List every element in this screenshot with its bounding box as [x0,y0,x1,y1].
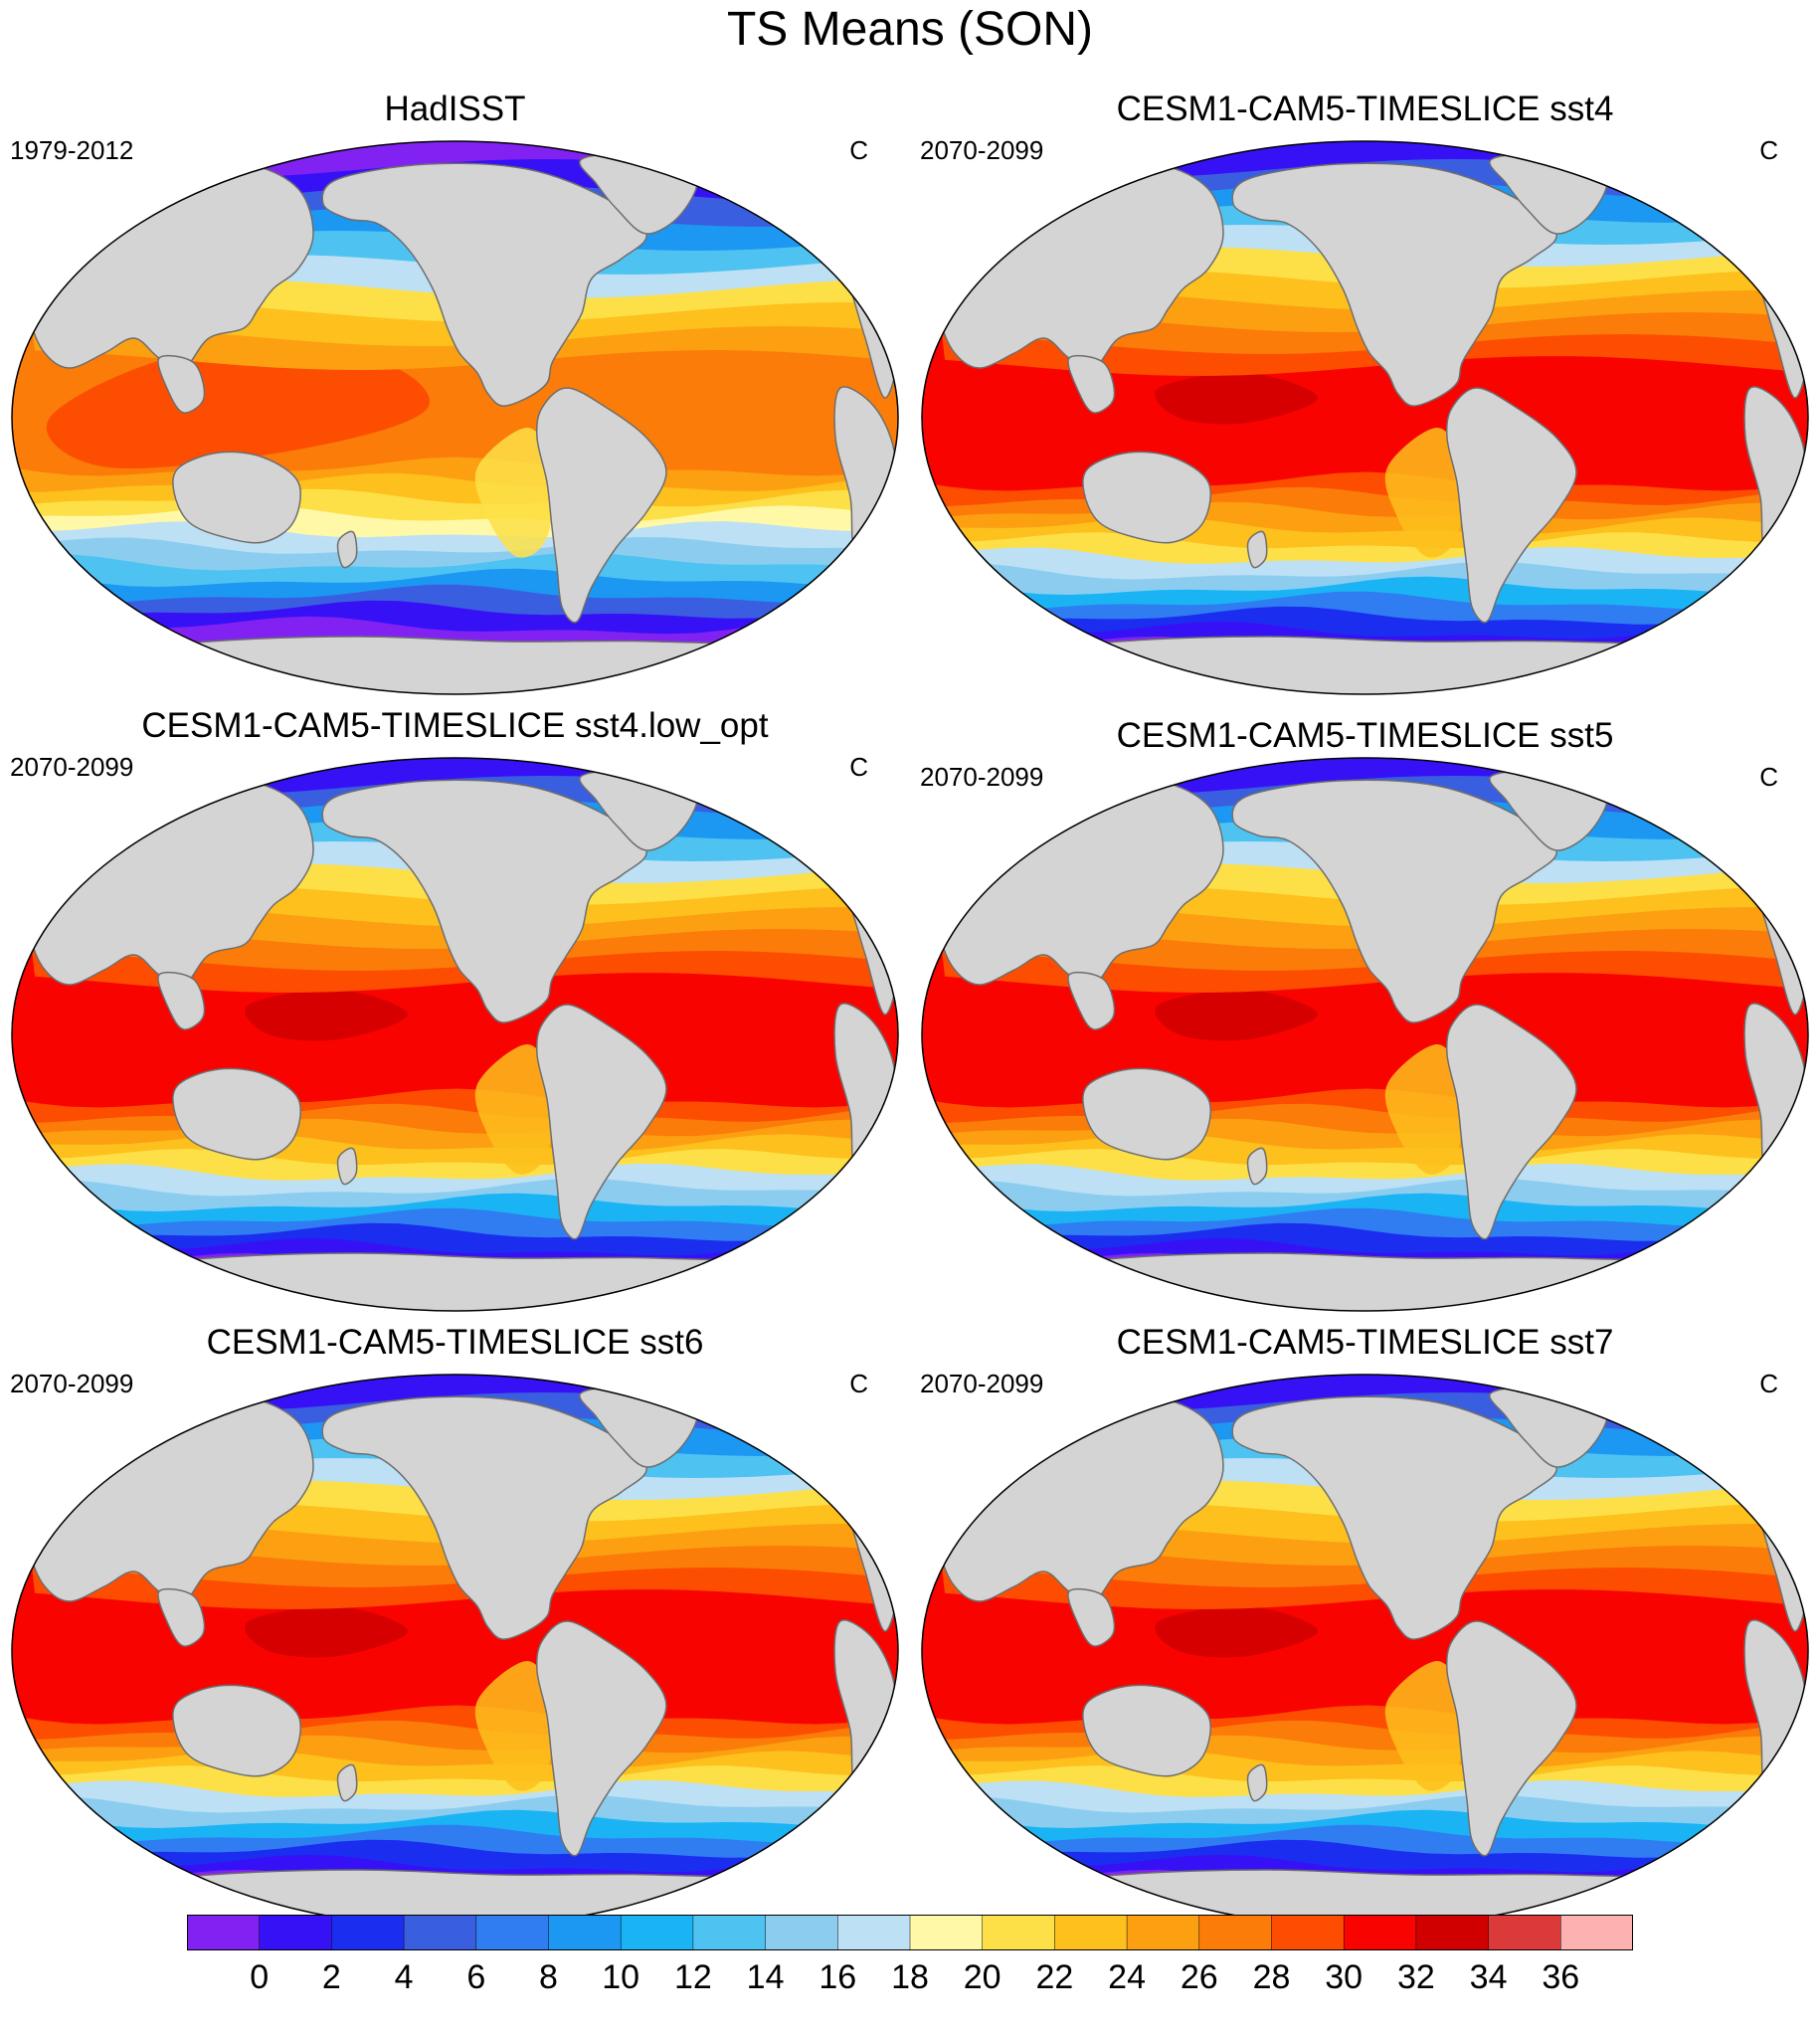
colorbar-box-3 [404,1915,476,1950]
colorbar-tick-label-24: 24 [1108,1958,1147,1996]
colorbar-box-9 [837,1915,910,1950]
colorbar-tick-label-14: 14 [746,1958,785,1996]
panel-period-label: 1979-2012 [10,135,134,165]
map-panel-1 [11,140,899,695]
panel-period-label: 2070-2099 [920,1369,1044,1398]
colorbar-box-16 [1344,1915,1416,1950]
colorbar-tick-label-20: 20 [963,1958,1001,1996]
colorbar-tick-label-2: 2 [321,1958,341,1996]
panel-period-label: 2070-2099 [10,752,134,782]
colorbar-tick-label-26: 26 [1180,1958,1218,1996]
panel-period-label: 2070-2099 [10,1369,134,1398]
colorbar-tick-label-28: 28 [1252,1958,1291,1996]
colorbar-tick-label-12: 12 [673,1958,712,1996]
panel-1: HadISST 1979-2012 C [0,90,910,706]
colorbar-box-18 [1488,1915,1561,1950]
panel-title: HadISST [384,90,526,128]
map-panel-5 [11,1374,899,1929]
colorbar-box-10 [910,1915,983,1950]
colorbar-tick-label-32: 32 [1396,1958,1435,1996]
colorbar-box-2 [331,1915,405,1950]
colorbar-tick-label-34: 34 [1469,1958,1508,1996]
colorbar-labels: 0 2 4 6 8 10 12 14 16 18 20 22 24 26 28 30 32 34 36 [0,1957,1820,2002]
colorbar-box-7 [692,1915,766,1950]
figure-title: TS Means (SON) [726,3,1094,56]
panel-title: CESM1-CAM5-TIMESLICE sst7 [1116,1323,1614,1362]
colorbar-box-11 [982,1915,1055,1950]
panel-3: CESM1-CAM5-TIMESLICE sst4.low_opt 2070-20… [0,706,910,1323]
colorbar-box-15 [1271,1915,1345,1950]
panel-units-label: C [849,1369,868,1398]
map-panel-6 [921,1374,1809,1929]
colorbar-tick-label-30: 30 [1325,1958,1364,1996]
colorbar-box-14 [1198,1915,1272,1950]
colorbar-box-1 [259,1915,332,1950]
colorbar-box-17 [1415,1915,1489,1950]
colorbar-tick-label-8: 8 [539,1958,558,1996]
panel-title: CESM1-CAM5-TIMESLICE sst5 [1116,716,1614,755]
panel-units-label: C [1759,762,1778,792]
colorbar-box-6 [621,1915,693,1950]
colorbar-tick-label-10: 10 [602,1958,640,1996]
panel-6: CESM1-CAM5-TIMESLICE sst7 2070-2099 C [910,1323,1820,1940]
panel-4: CESM1-CAM5-TIMESLICE sst5 2070-2099 C [910,706,1820,1323]
panel-period-label: 2070-2099 [920,135,1044,165]
colorbar-tick-label-6: 6 [466,1958,486,1996]
colorbar-tick-label-4: 4 [394,1958,414,1996]
panel-units-label: C [849,752,868,782]
map-panel-3 [11,757,899,1312]
colorbar-box-4 [475,1915,549,1950]
colorbar-box-13 [1127,1915,1199,1950]
panel-2: CESM1-CAM5-TIMESLICE sst4 2070-2099 C [910,90,1820,706]
panel-title: CESM1-CAM5-TIMESLICE sst4 [1116,90,1614,128]
panel-5: CESM1-CAM5-TIMESLICE sst6 2070-2099 C [0,1323,910,1940]
colorbar-box-12 [1054,1915,1128,1950]
panel-units-label: C [1759,135,1778,165]
panel-period-label: 2070-2099 [920,762,1044,792]
colorbar-tick-label-36: 36 [1542,1958,1580,1996]
colorbar-tick-label-16: 16 [819,1958,857,1996]
colorbar-box-5 [548,1915,622,1950]
colorbar-tick-label-22: 22 [1035,1958,1074,1996]
panel-units-label: C [849,135,868,165]
panel-title: CESM1-CAM5-TIMESLICE sst6 [206,1323,704,1362]
panel-title: CESM1-CAM5-TIMESLICE sst4.low_opt [141,706,769,745]
colorbar-box-0 [187,1915,260,1950]
map-panel-4 [921,757,1809,1312]
colorbar [187,1915,1633,1950]
colorbar-box-8 [765,1915,838,1950]
colorbar-tick-label-0: 0 [250,1958,270,1996]
panel-units-label: C [1759,1369,1778,1398]
colorbar-box-19 [1560,1915,1633,1950]
colorbar-tick-label-18: 18 [891,1958,929,1996]
map-panel-2 [921,140,1809,695]
